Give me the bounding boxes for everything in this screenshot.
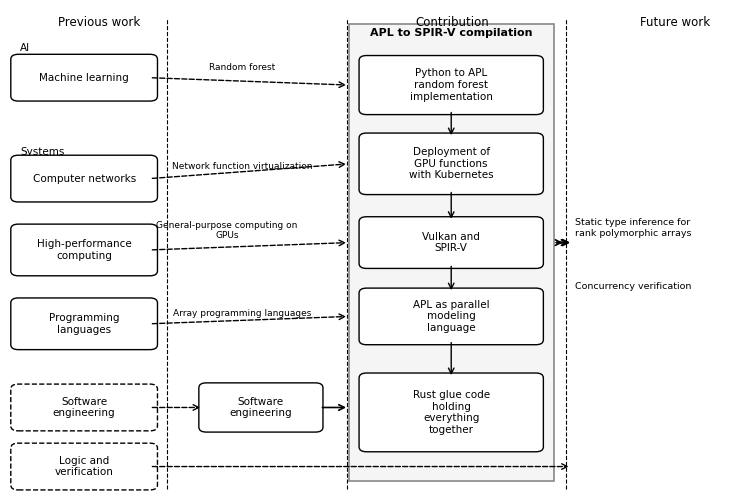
FancyBboxPatch shape <box>11 298 158 349</box>
FancyBboxPatch shape <box>11 443 158 490</box>
Text: APL as parallel
modeling
language: APL as parallel modeling language <box>413 300 489 333</box>
Text: Random forest: Random forest <box>209 63 276 72</box>
FancyBboxPatch shape <box>11 54 158 101</box>
Text: Static type inference for
rank polymorphic arrays: Static type inference for rank polymorph… <box>575 218 691 238</box>
Text: Concurrency verification: Concurrency verification <box>575 282 691 292</box>
FancyBboxPatch shape <box>11 155 158 202</box>
Text: Vulkan and
SPIR-V: Vulkan and SPIR-V <box>422 232 480 253</box>
Text: Future work: Future work <box>639 16 710 29</box>
Text: APL to SPIR-V compilation: APL to SPIR-V compilation <box>370 28 532 39</box>
Text: Rust glue code
holding
everything
together: Rust glue code holding everything togeth… <box>413 390 490 435</box>
Text: Array programming languages: Array programming languages <box>173 309 311 318</box>
FancyBboxPatch shape <box>199 383 323 432</box>
Text: Network function virtualization: Network function virtualization <box>172 162 313 171</box>
Text: Python to APL
random forest
implementation: Python to APL random forest implementati… <box>410 68 493 101</box>
Text: High-performance
computing: High-performance computing <box>37 239 131 261</box>
Text: Theory: Theory <box>20 445 57 454</box>
Text: AI: AI <box>20 43 30 53</box>
Text: Programming
languages: Programming languages <box>49 313 119 335</box>
FancyBboxPatch shape <box>11 384 158 431</box>
FancyBboxPatch shape <box>359 217 544 268</box>
FancyBboxPatch shape <box>359 133 544 195</box>
Text: General-purpose computing on
GPUs: General-purpose computing on GPUs <box>156 221 297 240</box>
Text: Software
engineering: Software engineering <box>53 396 116 418</box>
Text: Systems: Systems <box>20 147 65 156</box>
FancyBboxPatch shape <box>359 373 544 452</box>
FancyBboxPatch shape <box>359 288 544 345</box>
Text: Computer networks: Computer networks <box>32 174 136 184</box>
Text: Deployment of
GPU functions
with Kubernetes: Deployment of GPU functions with Kuberne… <box>409 147 494 180</box>
Text: Machine learning: Machine learning <box>39 73 129 83</box>
Text: Contribution: Contribution <box>416 16 489 29</box>
Text: Software
engineering: Software engineering <box>230 396 292 418</box>
FancyBboxPatch shape <box>11 224 158 276</box>
Text: Previous work: Previous work <box>58 16 140 29</box>
FancyBboxPatch shape <box>349 24 553 481</box>
FancyBboxPatch shape <box>359 55 544 115</box>
Text: Logic and
verification: Logic and verification <box>54 456 113 477</box>
